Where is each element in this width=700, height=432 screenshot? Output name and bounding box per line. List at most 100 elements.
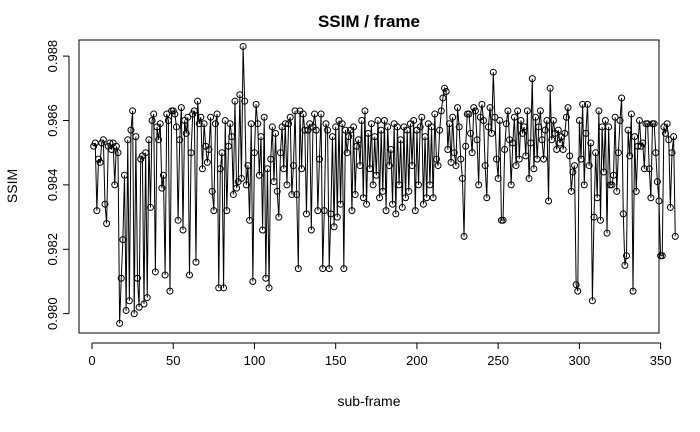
data-point: [575, 116, 583, 124]
data-point: [286, 113, 294, 121]
data-point: [483, 194, 491, 202]
data-point: [101, 200, 109, 208]
data-point: [584, 100, 592, 108]
data-point: [411, 207, 419, 215]
data-point: [530, 165, 538, 173]
data-point: [597, 216, 605, 224]
data-point: [437, 107, 445, 115]
data-point: [117, 274, 125, 282]
data-point: [392, 210, 400, 218]
x-tick-label: 100: [244, 353, 266, 368]
data-point: [502, 120, 510, 128]
data-point: [241, 97, 249, 105]
data-point: [403, 126, 411, 134]
data-point: [426, 181, 434, 189]
data-point: [564, 104, 572, 112]
data-point: [471, 107, 479, 115]
data-point: [512, 162, 520, 170]
data-point: [267, 155, 275, 163]
data-point: [195, 120, 203, 128]
data-point: [184, 113, 192, 121]
data-point: [668, 149, 676, 157]
data-point: [210, 207, 218, 215]
data-point: [647, 194, 655, 202]
data-point: [619, 210, 627, 218]
data-point: [507, 181, 515, 189]
data-point: [470, 104, 478, 112]
data-point: [441, 84, 449, 92]
data-point: [320, 207, 328, 215]
data-point: [579, 100, 587, 108]
data-point: [322, 120, 330, 128]
data-point: [312, 126, 320, 134]
data-point: [220, 284, 228, 292]
data-point: [328, 133, 336, 141]
data-point: [93, 207, 101, 215]
data-point: [460, 232, 468, 240]
data-point: [408, 162, 416, 170]
data-point: [343, 149, 351, 157]
data-point: [522, 152, 530, 160]
data-point: [556, 139, 564, 147]
data-point: [536, 107, 544, 115]
data-point: [120, 171, 128, 179]
data-point: [484, 123, 492, 131]
data-point: [156, 120, 164, 128]
data-point: [324, 126, 332, 134]
data-point: [198, 165, 206, 173]
data-point: [340, 265, 348, 273]
data-point: [389, 200, 397, 208]
data-point: [480, 116, 488, 124]
data-point: [182, 129, 190, 137]
data-point: [291, 107, 299, 115]
data-point: [371, 133, 379, 141]
data-point: [239, 42, 247, 50]
data-point: [405, 187, 413, 195]
data-point: [176, 136, 184, 144]
data-point: [548, 136, 556, 144]
data-point: [486, 104, 494, 112]
data-point: [190, 107, 198, 115]
data-point: [397, 136, 405, 144]
data-point: [510, 113, 518, 121]
data-point: [603, 229, 611, 237]
data-point: [177, 104, 185, 112]
data-point: [315, 155, 323, 163]
data-point: [270, 178, 278, 186]
data-point: [337, 200, 345, 208]
data-point: [582, 129, 590, 137]
data-point: [520, 123, 528, 131]
data-point: [418, 113, 426, 121]
data-point: [372, 171, 380, 179]
data-point: [535, 123, 543, 131]
data-point: [509, 139, 517, 147]
data-point: [252, 100, 260, 108]
data-point: [499, 216, 507, 224]
x-axis: 0 50 100 150 200 250 300 350: [88, 342, 671, 368]
data-point: [653, 178, 661, 186]
data-point: [380, 116, 388, 124]
data-point: [298, 165, 306, 173]
data-point: [580, 181, 588, 189]
data-point: [133, 274, 141, 282]
data-point: [455, 123, 463, 131]
data-point: [571, 162, 579, 170]
data-point: [129, 107, 137, 115]
data-point: [285, 120, 293, 128]
data-point: [215, 284, 223, 292]
data-point: [155, 136, 163, 144]
data-point: [528, 75, 536, 83]
data-point: [442, 88, 450, 96]
data-point: [359, 194, 367, 202]
data-point: [504, 107, 512, 115]
data-point: [541, 126, 549, 134]
data-point: [345, 133, 353, 141]
data-point: [572, 281, 580, 289]
data-point: [350, 123, 358, 131]
data-point: [663, 120, 671, 128]
data-point: [111, 181, 119, 189]
data-point: [658, 252, 666, 260]
data-point: [431, 110, 439, 118]
data-point: [428, 123, 436, 131]
data-point: [613, 187, 621, 195]
